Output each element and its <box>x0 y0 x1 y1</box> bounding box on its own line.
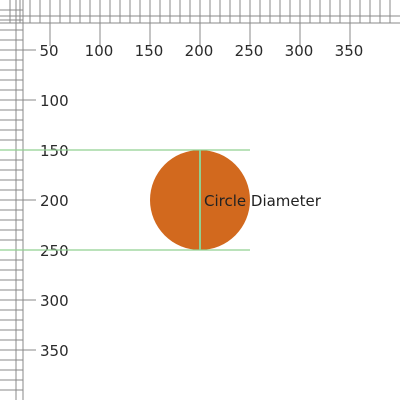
left-ruler-ticks <box>0 9 36 391</box>
left-ruler-label: 250 <box>40 242 69 260</box>
top-ruler-label: 300 <box>285 42 314 60</box>
top-ruler-label: 250 <box>235 42 264 60</box>
top-ruler-label: 100 <box>85 42 114 60</box>
left-ruler-label: 200 <box>40 192 69 210</box>
top-ruler-labels: 50 100 150 200 250 300 350 <box>39 42 363 60</box>
top-ruler-label: 350 <box>335 42 364 60</box>
left-ruler-label: 350 <box>40 342 69 360</box>
top-ruler-ticks <box>9 0 391 46</box>
left-ruler-label: 100 <box>40 92 69 110</box>
left-ruler-label: 300 <box>40 292 69 310</box>
top-ruler-label: 150 <box>135 42 164 60</box>
top-ruler-label: 200 <box>185 42 214 60</box>
left-ruler-label: 150 <box>40 142 69 160</box>
left-ruler-labels: 100 150 200 250 300 350 <box>40 92 69 360</box>
diameter-label: Circle Diameter <box>204 192 322 210</box>
left-ruler: 100 150 200 250 300 350 <box>0 0 69 400</box>
top-ruler-label: 50 <box>39 42 58 60</box>
top-ruler: 50 100 150 200 250 300 350 <box>0 0 400 60</box>
